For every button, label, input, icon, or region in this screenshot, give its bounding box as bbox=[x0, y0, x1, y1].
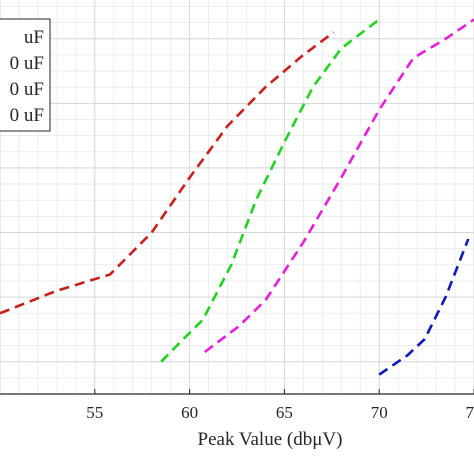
x-tick-labels: 55 60 65 70 7 bbox=[86, 403, 474, 422]
series-line-1 bbox=[0, 31, 335, 315]
series-line-4 bbox=[378, 238, 470, 376]
legend-entry-2: 0 uF bbox=[10, 53, 44, 74]
minor-grid bbox=[0, 0, 474, 395]
x-tick-label: 60 bbox=[181, 403, 198, 422]
legend: uF 0 uF 0 uF 0 uF bbox=[0, 18, 51, 132]
x-tick-label: 55 bbox=[86, 403, 103, 422]
x-axis-label: Peak Value (dbμV) bbox=[198, 429, 343, 450]
axes bbox=[0, 389, 474, 395]
major-grid bbox=[0, 0, 474, 394]
x-tick-label: 65 bbox=[276, 403, 293, 422]
series-line-3 bbox=[204, 18, 474, 354]
legend-entry-3: 0 uF bbox=[10, 79, 44, 100]
legend-entry-1: uF bbox=[24, 27, 44, 48]
x-tick-label: 7 bbox=[466, 403, 474, 422]
series-layer bbox=[0, 18, 474, 376]
legend-entry-4: 0 uF bbox=[10, 105, 44, 126]
series-line-2 bbox=[160, 18, 380, 363]
legend-box bbox=[0, 18, 51, 132]
x-tick-label: 70 bbox=[371, 403, 388, 422]
